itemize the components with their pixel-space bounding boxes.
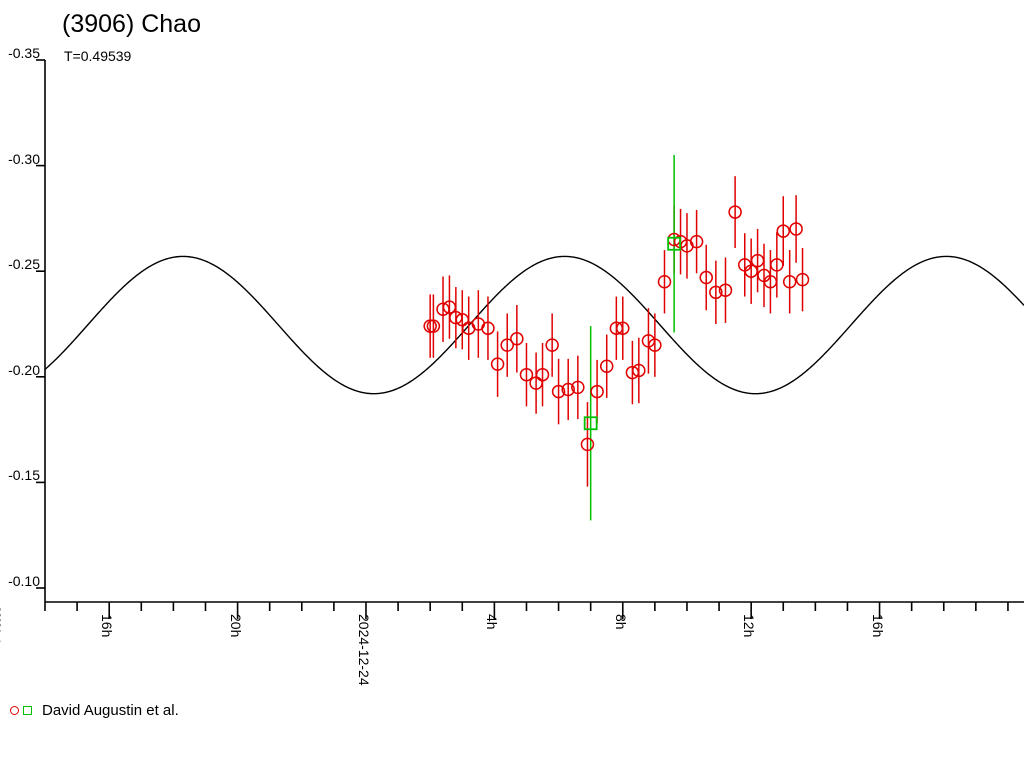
axes bbox=[36, 59, 1024, 619]
y-tick-label: -0.25 bbox=[8, 256, 40, 273]
copyright-notice: ©2024 obs-ra bbox=[0, 606, 2, 661]
error-bars bbox=[429, 155, 804, 521]
legend-circle-icon bbox=[10, 706, 19, 715]
model-curve bbox=[44, 255, 1024, 395]
y-tick-label: -0.15 bbox=[8, 467, 40, 484]
x-tick-label: 16h bbox=[99, 614, 116, 638]
y-tick-label: -0.35 bbox=[8, 45, 40, 61]
legend: David Augustin et al. bbox=[10, 702, 179, 719]
y-tick-label: -0.30 bbox=[8, 150, 40, 167]
x-tick-label: 20h bbox=[227, 614, 244, 638]
legend-label: David Augustin et al. bbox=[42, 702, 179, 719]
x-tick-label: 16h bbox=[869, 614, 886, 638]
page-title: (3906) Chao bbox=[62, 10, 201, 38]
x-tick-label: 12h bbox=[741, 614, 758, 638]
x-tick-label: 4h bbox=[484, 614, 501, 630]
x-tick-label: 2024-12-24 bbox=[355, 614, 372, 686]
legend-square-icon bbox=[23, 706, 32, 715]
chart-subtitle: T=0.49539 bbox=[64, 48, 132, 64]
y-tick-label: -0.20 bbox=[8, 361, 40, 378]
y-tick-label: -0.10 bbox=[8, 573, 40, 589]
x-tick-label: 8h bbox=[612, 614, 629, 630]
data-markers bbox=[423, 205, 810, 452]
